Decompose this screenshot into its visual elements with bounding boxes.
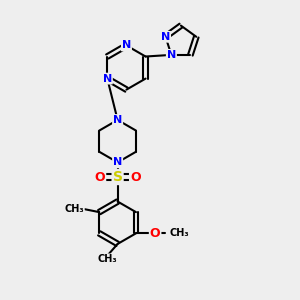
Text: N: N <box>113 115 122 125</box>
Text: S: S <box>112 170 123 184</box>
Text: N: N <box>113 158 122 167</box>
Text: CH₃: CH₃ <box>170 228 190 238</box>
Text: O: O <box>130 171 141 184</box>
Text: N: N <box>122 40 131 50</box>
Text: N: N <box>161 32 170 42</box>
Text: CH₃: CH₃ <box>64 204 84 214</box>
Text: O: O <box>150 227 160 240</box>
Text: O: O <box>94 171 105 184</box>
Text: CH₃: CH₃ <box>98 254 117 264</box>
Text: N: N <box>167 50 176 60</box>
Text: N: N <box>103 74 112 84</box>
